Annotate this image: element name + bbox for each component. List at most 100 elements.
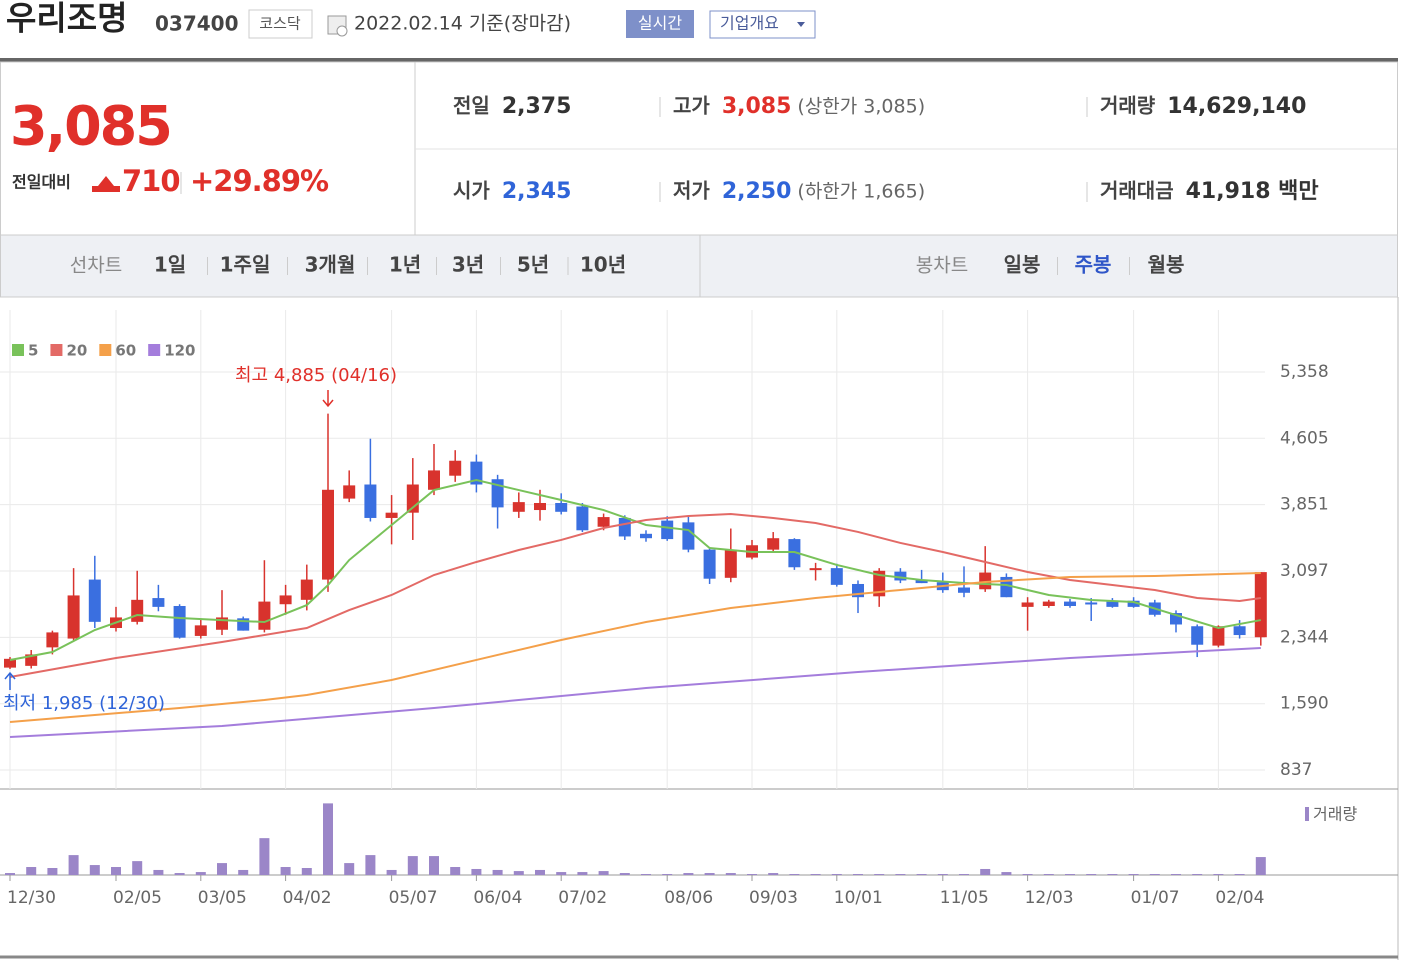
volume-bar	[1107, 874, 1118, 875]
candle-body	[1127, 600, 1140, 607]
volume-bar	[259, 838, 270, 875]
volume-bar	[471, 868, 482, 875]
volume-bar	[1001, 872, 1012, 875]
volume-bar	[747, 874, 757, 875]
candle-body	[512, 502, 525, 512]
volume-bar	[513, 871, 524, 875]
candle-body	[152, 598, 165, 607]
realtime-button[interactable]	[626, 10, 694, 38]
up-arrow	[92, 176, 120, 192]
volume-bar	[1255, 857, 1266, 875]
candle-body	[279, 595, 292, 605]
y-tick-label: 3,851	[1280, 495, 1329, 515]
volume-bar	[301, 867, 312, 875]
candle-body	[364, 484, 377, 518]
x-tick-label: 04/02	[283, 888, 332, 908]
candle-body	[343, 485, 356, 499]
volume-bar	[344, 863, 355, 875]
volume-bar	[1149, 874, 1160, 875]
tab[interactable]: 1일	[154, 253, 186, 277]
summary-label: 거래대금	[1100, 179, 1174, 203]
volume-bar	[47, 867, 58, 875]
volume-bar	[429, 856, 439, 875]
candle-body	[640, 533, 652, 539]
volume-bar	[662, 874, 673, 875]
candle-body	[46, 632, 59, 648]
tab-group-label: 선차트	[70, 255, 122, 277]
tab[interactable]: 3개월	[305, 253, 356, 277]
summary-value: 2,345	[502, 179, 572, 204]
volume-bar	[5, 873, 15, 875]
x-tick-label: 11/05	[940, 888, 989, 908]
candle-body	[682, 522, 695, 550]
candle-body	[703, 549, 716, 579]
summary-note: (상한가 3,085)	[797, 96, 925, 118]
volume-bar	[937, 874, 948, 875]
candle-body	[173, 605, 186, 638]
candle-body	[67, 595, 80, 639]
summary-label: 전일	[453, 94, 490, 118]
volume-bar	[217, 863, 227, 875]
candle-body	[1085, 602, 1098, 605]
low-annotation: 최저 1,985 (12/30)	[3, 693, 165, 714]
tab[interactable]: 1주일	[220, 253, 271, 277]
market-badge	[248, 9, 313, 39]
overview-button[interactable]	[709, 10, 816, 39]
volume-bar	[1171, 874, 1181, 875]
volume-bar	[853, 874, 863, 875]
candle-body	[809, 568, 822, 571]
x-tick-label: 01/07	[1131, 888, 1180, 908]
candle-body	[1170, 613, 1182, 625]
change-label: 전일대비	[12, 173, 71, 192]
legend-swatch	[50, 344, 63, 356]
candle-body	[322, 489, 334, 580]
low-arrow	[4, 671, 16, 690]
volume-bar	[195, 872, 206, 875]
tab[interactable]: 5년	[517, 253, 549, 277]
volume-bar	[789, 874, 800, 875]
moving-average-line	[9, 571, 1261, 724]
tab[interactable]: 3년	[452, 253, 484, 277]
volume-bar	[280, 867, 291, 875]
candle-body	[88, 579, 101, 622]
tab[interactable]: 10년	[580, 253, 626, 277]
y-tick-label: 837	[1280, 760, 1312, 780]
volume-bar	[153, 869, 164, 875]
candle-body	[1064, 601, 1076, 606]
volume-bar	[365, 855, 376, 875]
tab[interactable]: 1년	[389, 253, 421, 277]
candle-body	[25, 654, 38, 666]
candle-body	[915, 579, 928, 584]
candle-body	[194, 625, 207, 636]
volume-bar	[768, 873, 779, 875]
candle-body	[470, 461, 483, 485]
x-tick-label: 12/30	[7, 888, 56, 908]
volume-bar	[1213, 874, 1224, 875]
candle-body	[4, 658, 16, 668]
moving-average-line	[9, 512, 1261, 679]
x-tick-label: 10/01	[834, 888, 883, 908]
tab[interactable]: 월봉	[1148, 253, 1185, 277]
change-value: 710	[122, 164, 180, 198]
x-tick-label: 05/07	[389, 888, 438, 908]
candle-body	[1106, 601, 1119, 607]
tab[interactable]: 주봉	[1075, 253, 1112, 277]
summary-value: 2,375	[502, 94, 572, 119]
summary-value: 41,918 백만	[1186, 179, 1319, 204]
current-price: 3,085	[10, 95, 171, 158]
volume-bar	[1128, 874, 1139, 875]
dropdown-arrow	[797, 22, 805, 27]
volume-bar	[556, 872, 567, 875]
candle-body	[1000, 576, 1013, 598]
candle-body	[300, 579, 313, 600]
volume-bar	[810, 874, 821, 875]
volume-bar	[238, 869, 249, 875]
volume-bar	[1192, 874, 1203, 875]
legend-swatch	[12, 344, 24, 356]
volume-bar	[704, 873, 715, 875]
candle-body	[1212, 626, 1225, 646]
candle-body	[873, 570, 886, 597]
volume-bar	[1234, 874, 1245, 875]
tab[interactable]: 일봉	[1004, 253, 1041, 277]
